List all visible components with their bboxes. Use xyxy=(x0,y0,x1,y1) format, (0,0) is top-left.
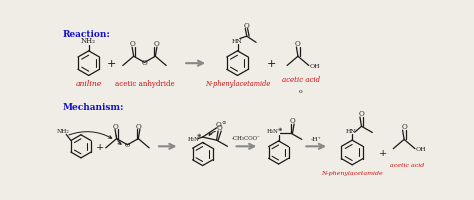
Text: o: o xyxy=(299,88,303,93)
Text: OH: OH xyxy=(416,146,427,151)
Text: O: O xyxy=(125,142,130,147)
Text: +: + xyxy=(379,148,387,157)
Text: HN: HN xyxy=(345,128,356,133)
Text: NH₂: NH₂ xyxy=(81,37,95,45)
Text: N-phenylacetamide: N-phenylacetamide xyxy=(321,170,383,175)
Text: +: + xyxy=(96,142,104,151)
Text: O: O xyxy=(243,22,249,30)
Text: O: O xyxy=(359,110,365,118)
FancyArrowPatch shape xyxy=(209,132,215,136)
Text: O: O xyxy=(401,123,407,131)
Text: O: O xyxy=(153,40,159,48)
Text: -CH₃COO⁻: -CH₃COO⁻ xyxy=(232,135,260,140)
Text: aniline: aniline xyxy=(75,80,102,88)
Text: NH₂: NH₂ xyxy=(57,128,70,133)
Text: acetic anhydride: acetic anhydride xyxy=(115,80,174,88)
Text: ⊕: ⊕ xyxy=(277,126,282,131)
Text: ⊕: ⊕ xyxy=(197,132,201,137)
Text: +: + xyxy=(107,59,116,69)
Text: H₂N: H₂N xyxy=(187,136,199,141)
Text: O: O xyxy=(217,123,223,131)
Text: O: O xyxy=(216,120,222,128)
Text: ⊙: ⊙ xyxy=(221,120,226,125)
Text: N-phenylacetamide: N-phenylacetamide xyxy=(205,80,270,88)
Text: O: O xyxy=(295,40,301,48)
FancyArrowPatch shape xyxy=(69,132,112,139)
Text: Mechanism:: Mechanism: xyxy=(63,103,124,112)
Text: OH: OH xyxy=(310,64,320,69)
Text: O: O xyxy=(290,117,295,125)
Text: HN: HN xyxy=(231,38,242,43)
Text: -H⁺: -H⁺ xyxy=(310,136,321,141)
FancyArrowPatch shape xyxy=(116,136,121,145)
Text: Reaction:: Reaction: xyxy=(63,30,110,39)
Text: O: O xyxy=(113,122,118,130)
Text: O: O xyxy=(136,122,141,130)
Text: O: O xyxy=(130,40,136,48)
Text: H₂N: H₂N xyxy=(266,128,278,133)
Text: +: + xyxy=(267,59,276,69)
Text: O: O xyxy=(142,58,147,66)
Text: acetic acid: acetic acid xyxy=(282,76,320,84)
Text: acetic acid: acetic acid xyxy=(390,162,424,167)
